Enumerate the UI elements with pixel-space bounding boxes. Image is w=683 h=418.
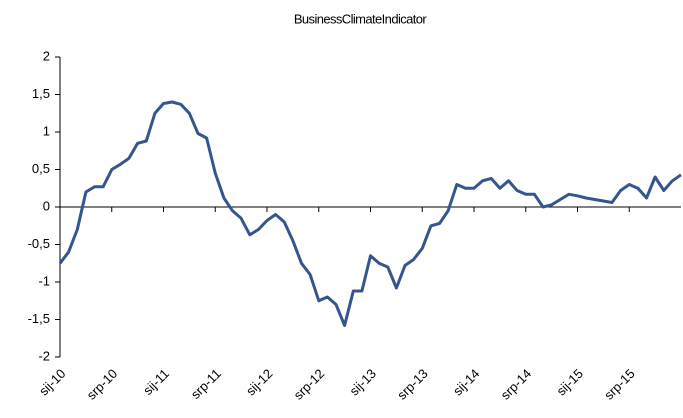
line-series <box>58 100 682 327</box>
x-tick-label: srp-11 <box>188 366 224 402</box>
x-tick-label: srp-15 <box>601 366 638 403</box>
y-tick-label: -1,5 <box>28 311 50 326</box>
x-tick-label: srp-14 <box>498 366 535 403</box>
x-tick-label: srp-10 <box>84 366 121 403</box>
chart-title: BusinessClimateIndicator <box>294 11 428 26</box>
y-tick-label: -2 <box>38 348 50 363</box>
y-tick-label: 0 <box>43 198 50 213</box>
y-tick-label: 1 <box>43 123 50 138</box>
y-tick-label: 2 <box>43 48 50 63</box>
y-tick-label: -1 <box>38 273 50 288</box>
x-tick-label: sij-15 <box>553 366 586 399</box>
y-tick-label: 1,5 <box>32 86 50 101</box>
x-tick-label: sij-11 <box>140 366 172 398</box>
y-tick-label: -0,5 <box>28 236 50 251</box>
x-tick-label: srp-12 <box>291 366 328 403</box>
x-tick-label: sij-13 <box>346 366 379 399</box>
y-tick-label: 0,5 <box>32 161 50 176</box>
x-tick-label: sij-10 <box>36 366 69 399</box>
x-tick-label: sij-12 <box>243 366 276 399</box>
x-tick-label: srp-13 <box>394 366 431 403</box>
x-tick-label: sij-14 <box>450 366 483 399</box>
